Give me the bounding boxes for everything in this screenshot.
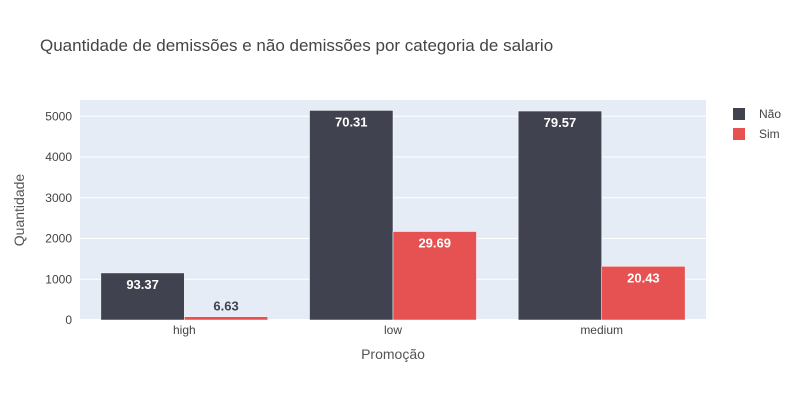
legend: Não Sim: [733, 107, 781, 141]
bar-data-label: 6.63: [213, 299, 238, 314]
bar-data-label: 70.31: [335, 114, 368, 129]
y-tick-label: 5000: [45, 109, 72, 123]
legend-swatch: [733, 128, 745, 140]
x-tick-label: low: [384, 323, 402, 337]
bar-Sim-medium: [601, 266, 686, 321]
bar-data-label: 29.69: [418, 236, 451, 251]
y-tick-label: 3000: [45, 191, 72, 205]
y-tick-label: 2000: [45, 232, 72, 246]
y-tick-label: 4000: [45, 150, 72, 164]
bar-Não-medium: [517, 110, 602, 321]
bar-data-label: 20.43: [627, 270, 660, 285]
legend-item[interactable]: Não: [733, 107, 781, 121]
bar-Não-low: [309, 110, 394, 321]
y-axis-title: Quantidade: [11, 174, 27, 247]
x-tick-label: medium: [580, 323, 623, 337]
bar-Não-high: [100, 272, 185, 321]
x-tick-labels: high low medium: [173, 323, 623, 337]
legend-swatch: [733, 108, 745, 120]
legend-label: Não: [759, 107, 781, 121]
bar-data-label: 93.37: [126, 277, 159, 292]
y-tick-label: 1000: [45, 272, 72, 286]
bar-Sim-high: [184, 316, 269, 321]
y-tick-labels: 0 1000 2000 3000 4000 5000: [45, 109, 72, 327]
legend-label: Sim: [759, 127, 780, 141]
bars: 93.37 6.63 70.31 29.69 79.57 20.43: [100, 110, 686, 321]
y-tick-label: 0: [65, 313, 72, 327]
x-axis-title: Promoção: [361, 346, 425, 362]
chart-title: Quantidade de demissões e não demissões …: [40, 36, 553, 55]
x-tick-label: high: [173, 323, 196, 337]
bar-Sim-low: [392, 231, 477, 321]
bar-data-label: 79.57: [544, 115, 577, 130]
legend-item[interactable]: Sim: [733, 127, 780, 141]
